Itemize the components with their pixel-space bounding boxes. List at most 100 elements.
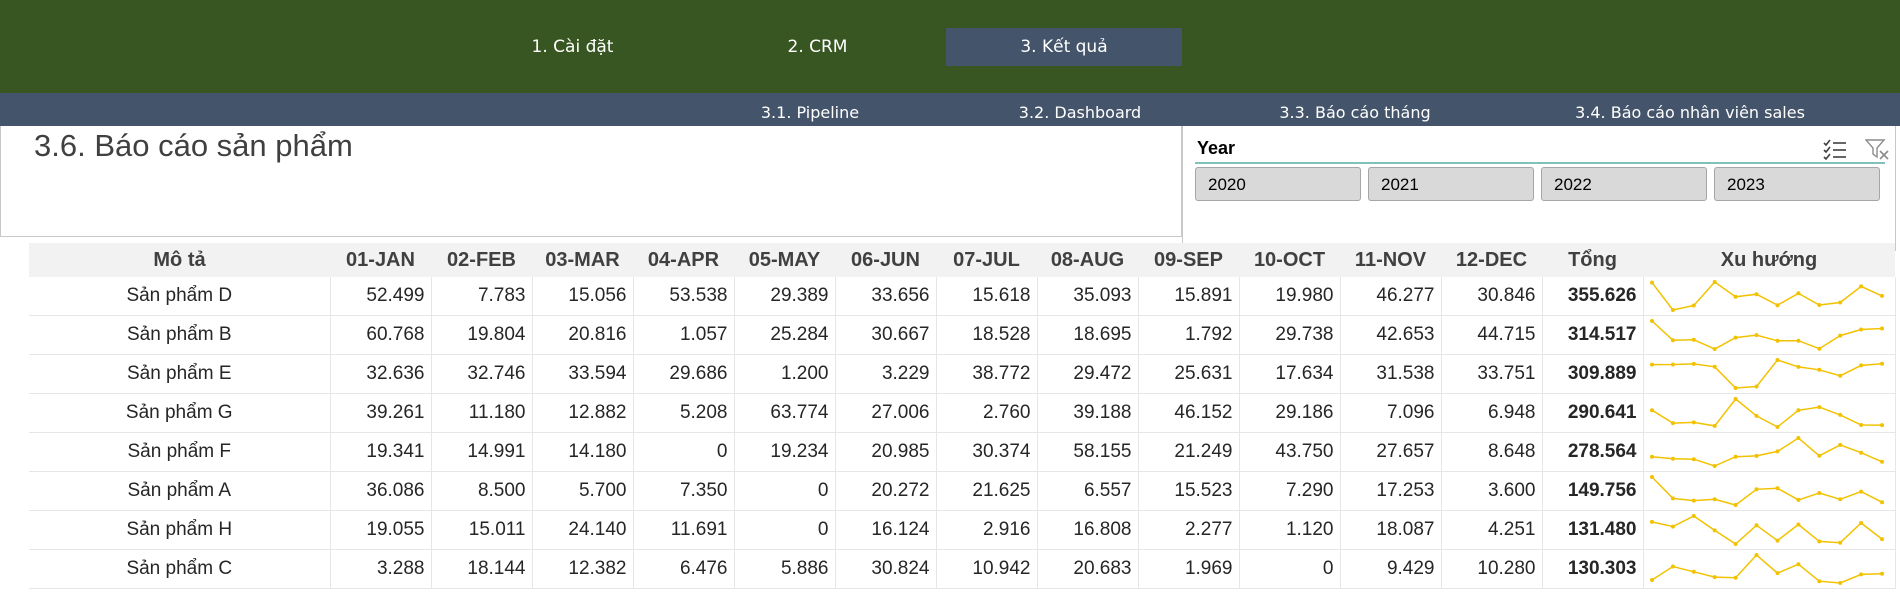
- month-value-cell: 6.557: [1037, 471, 1139, 511]
- sparkline-point: [1816, 303, 1821, 307]
- sparkline-point: [1837, 497, 1842, 502]
- sparkline-point: [1858, 423, 1863, 427]
- product-report-table: Mô tả 01-JAN 02-FEB 03-MAR 04-APR 05-MAY 06-JU…: [29, 243, 1896, 589]
- table-row: Sản phẩm G 39.261 11.180 12.882 5.208 63.774 2…: [29, 393, 1896, 433]
- sparkline-line: [1651, 397, 1882, 428]
- month-value-cell: 17.253: [1340, 471, 1442, 511]
- table-row: Sản phẩm D 52.499 7.783 15.056 53.538 29.389 3…: [29, 277, 1896, 316]
- month-value-cell: 15.618: [936, 277, 1038, 316]
- sparkline-point: [1879, 500, 1884, 505]
- month-value-cell: 52.499: [330, 277, 432, 316]
- tab-crm[interactable]: 2. CRM: [787, 37, 848, 57]
- sparkline-point: [1795, 364, 1800, 369]
- page-title: 3.6. Báo cáo sản phẩm: [34, 128, 353, 163]
- sparkline-point: [1670, 421, 1675, 426]
- sparkline-chart: [1649, 280, 1884, 312]
- sparkline-point: [1670, 564, 1675, 569]
- month-value-cell: 19.055: [330, 510, 432, 550]
- slicer-option-2022[interactable]: 2022: [1541, 167, 1707, 201]
- subtab-pipeline[interactable]: 3.1. Pipeline: [760, 103, 860, 122]
- month-value-cell: 14.180: [532, 432, 634, 472]
- sparkline-line: [1651, 515, 1882, 545]
- month-value-cell: 46.277: [1340, 277, 1442, 316]
- subtab-bao-cao-nhan-vien-sales[interactable]: 3.4. Báo cáo nhân viên sales: [1575, 103, 1805, 122]
- clear-filter-icon[interactable]: [1864, 138, 1889, 160]
- slicer-header: Year: [1195, 132, 1889, 164]
- month-value-cell: 39.261: [330, 393, 432, 433]
- total-cell: 131.480: [1542, 510, 1644, 550]
- month-value-cell: 20.816: [532, 315, 634, 355]
- month-value-cell: 25.284: [734, 315, 836, 355]
- subtab-dashboard[interactable]: 3.2. Dashboard: [1018, 103, 1142, 122]
- sparkline-point: [1858, 363, 1863, 368]
- month-value-cell: 58.155: [1037, 432, 1139, 472]
- column-header: Tổng: [1542, 243, 1643, 277]
- month-value-cell: 7.350: [633, 471, 735, 511]
- sparkline-line: [1650, 281, 1882, 311]
- sparkline-point: [1691, 303, 1696, 308]
- month-value-cell: 29.186: [1239, 393, 1341, 433]
- sparkline-point: [1754, 523, 1758, 528]
- month-value-cell: 30.824: [835, 549, 937, 589]
- sparkline-point: [1712, 347, 1717, 351]
- sparkline-point: [1837, 442, 1842, 447]
- month-value-cell: 14.991: [431, 432, 533, 472]
- sparkline-point: [1837, 540, 1842, 545]
- trend-sparkline: [1643, 277, 1896, 316]
- month-value-cell: 16.808: [1037, 510, 1139, 550]
- sparkline-point: [1712, 423, 1717, 428]
- sparkline-point: [1670, 456, 1675, 461]
- total-cell: 278.564: [1542, 432, 1644, 472]
- slicer-option-2023[interactable]: 2023: [1714, 167, 1880, 201]
- sparkline-point: [1816, 579, 1821, 584]
- month-value-cell: 12.382: [532, 549, 634, 589]
- slicer-title: Year: [1197, 138, 1236, 158]
- sparkline-point: [1649, 454, 1654, 459]
- month-value-cell: 29.389: [734, 277, 836, 316]
- sparkline-point: [1754, 487, 1758, 492]
- sparkline-point: [1858, 450, 1863, 455]
- month-value-cell: 38.772: [936, 354, 1038, 394]
- month-value-cell: 18.695: [1037, 315, 1139, 355]
- sparkline-chart: [1649, 553, 1884, 585]
- column-header: 01-JAN: [330, 243, 431, 277]
- month-value-cell: 3.229: [835, 354, 937, 394]
- sparkline-point: [1775, 449, 1779, 454]
- month-value-cell: 19.341: [330, 432, 432, 472]
- month-value-cell: 20.683: [1037, 549, 1139, 589]
- sparkline-point: [1670, 338, 1675, 343]
- sparkline-line: [1651, 437, 1882, 467]
- month-value-cell: 33.751: [1441, 354, 1543, 394]
- multi-select-icon[interactable]: [1823, 138, 1847, 161]
- sparkline-point: [1691, 361, 1696, 366]
- month-value-cell: 39.188: [1037, 393, 1139, 433]
- month-value-cell: 29.686: [633, 354, 735, 394]
- tab-ket-qua[interactable]: 3. Kết quả: [946, 28, 1182, 66]
- month-value-cell: 11.691: [633, 510, 735, 550]
- table-row: Sản phẩm F 19.341 14.991 14.180 0 19.234 20.98…: [29, 432, 1896, 472]
- table-row: Sản phẩm A 36.086 8.500 5.700 7.350 0 20.272 21…: [29, 471, 1896, 511]
- sparkline-point: [1670, 496, 1675, 501]
- month-value-cell: 15.056: [532, 277, 634, 316]
- sparkline-point: [1858, 572, 1863, 577]
- sparkline-point: [1816, 367, 1821, 372]
- month-value-cell: 16.124: [835, 510, 937, 550]
- sparkline-point: [1733, 575, 1738, 580]
- sparkline-point: [1858, 284, 1863, 289]
- month-value-cell: 43.750: [1239, 432, 1341, 472]
- month-value-cell: 60.768: [330, 315, 432, 355]
- sparkline-point: [1795, 291, 1800, 296]
- tab-cai-dat[interactable]: 1. Cài đặt: [531, 37, 614, 57]
- month-value-cell: 42.653: [1340, 315, 1442, 355]
- sparkline-point: [1754, 453, 1758, 458]
- sparkline-point: [1691, 569, 1696, 574]
- slicer-option-2020[interactable]: 2020: [1195, 167, 1361, 201]
- sparkline-point: [1879, 423, 1884, 428]
- month-value-cell: 44.715: [1441, 315, 1543, 355]
- sparkline-point: [1649, 280, 1654, 285]
- subtab-bao-cao-thang[interactable]: 3.3. Báo cáo tháng: [1279, 103, 1431, 122]
- product-name-cell: Sản phẩm E: [29, 354, 331, 394]
- month-value-cell: 30.374: [936, 432, 1038, 472]
- month-value-cell: 3.600: [1441, 471, 1543, 511]
- slicer-option-2021[interactable]: 2021: [1368, 167, 1534, 201]
